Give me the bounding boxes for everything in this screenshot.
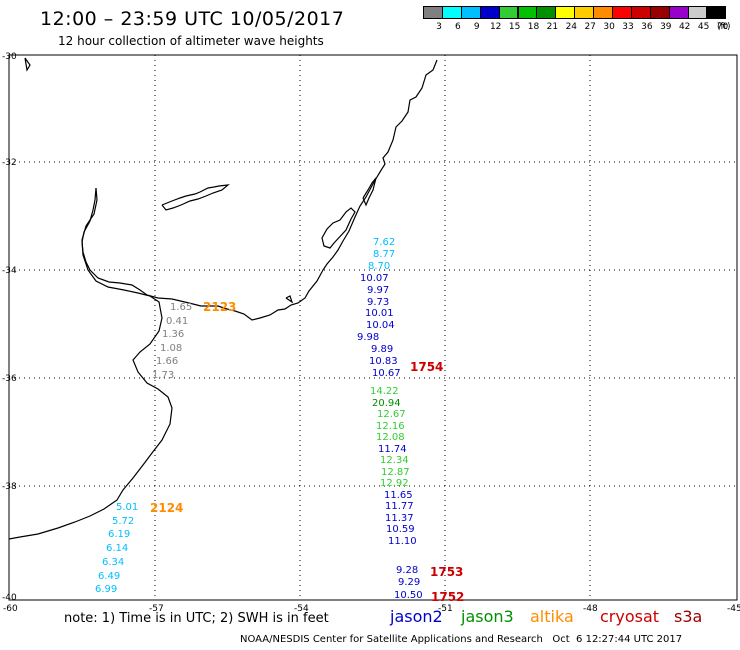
swh-value: 12.87 (381, 466, 410, 478)
swh-value: 12.16 (376, 420, 405, 432)
satellite-jason2: jason2 (390, 607, 443, 626)
satellite-s3a: s3a (674, 607, 703, 626)
swh-value: 7.62 (373, 237, 396, 248)
swh-value: 11.37 (385, 512, 414, 524)
swh-value: 11.74 (378, 443, 407, 455)
lon-tick-label: -48 (583, 604, 598, 614)
swh-value: 10.59 (386, 524, 415, 535)
coast-river (161, 184, 230, 211)
legend-label: 70 (716, 22, 729, 32)
swh-value: 14.22 (370, 386, 399, 397)
satellite-jason3: jason3 (461, 607, 514, 626)
swh-value: 6.99 (95, 584, 118, 596)
swh-value: 10.50 (394, 590, 423, 601)
swh-value: 8.77 (373, 248, 396, 260)
lat-tick-label: -32 (2, 158, 17, 168)
swh-value: 12.67 (377, 409, 406, 420)
lat-tick-label: -36 (2, 374, 17, 384)
coast-small-1 (24, 57, 31, 72)
map-frame (8, 54, 738, 601)
swh-value: 1.08 (160, 342, 183, 354)
legend-label: 3 (436, 22, 442, 32)
coast-brazil (81, 59, 438, 321)
coast-lagoon-patos (321, 207, 356, 249)
swh-value: 9.29 (398, 577, 421, 588)
legend-label: 24 (565, 22, 578, 32)
legend-label: 27 (584, 22, 596, 32)
legend-label: 21 (546, 22, 559, 32)
swh-value: 10.83 (369, 356, 398, 367)
swh-value: 12.34 (380, 455, 409, 466)
satellite-altika: altika (530, 607, 574, 626)
swh-value: 10.67 (372, 367, 401, 379)
swh-value: 9.73 (367, 296, 390, 308)
swh-value: 10.04 (366, 320, 395, 332)
swh-value: 5.72 (112, 515, 135, 527)
swh-value: 10.07 (360, 272, 389, 284)
page-subtitle: 12 hour collection of altimeter wave hei… (58, 34, 324, 48)
lat-tick-label: -30 (2, 52, 17, 62)
legend-label: 9 (473, 22, 480, 32)
footer-note: note: 1) Time is in UTC; 2) SWH is in fe… (64, 611, 329, 626)
swh-value: 0.41 (166, 315, 189, 327)
swh-value: 10.01 (365, 308, 394, 320)
swh-value: 9.28 (396, 565, 419, 576)
pass-time-label: 1754 (410, 360, 444, 374)
pass-time-label: 2123 (203, 300, 237, 314)
satellite-cryosat: cryosat (600, 607, 660, 626)
coast-uruguay-argentina (8, 187, 173, 540)
swh-value: 6.19 (108, 529, 131, 541)
swh-value: 9.98 (357, 332, 380, 344)
legend-label: 45 (697, 22, 710, 32)
swh-value: 6.34 (102, 556, 125, 568)
swh-value: 9.89 (371, 344, 394, 356)
swh-value: 11.65 (384, 489, 413, 501)
swh-value: 1.65 (170, 302, 193, 313)
swh-value: 1.73 (152, 370, 175, 381)
coast-lagoon-north (362, 177, 377, 207)
swh-value: 1.66 (156, 356, 179, 368)
swh-value: 11.10 (388, 535, 417, 547)
lon-tick-label: -45 (727, 604, 740, 614)
lon-tick-label: -51 (438, 604, 453, 614)
swh-value: 8.70 (368, 260, 391, 272)
legend-label: 42 (678, 22, 691, 32)
legend-label: 30 (603, 22, 615, 32)
pass-time-label: 2124 (150, 501, 184, 515)
lon-tick-label: -57 (149, 604, 164, 614)
swh-value: 6.49 (98, 570, 121, 582)
legend-label: 33 (622, 22, 634, 32)
legend-unit: (ft) (717, 22, 731, 32)
page-title: 12:00 – 23:59 UTC 10/05/2017 (40, 8, 345, 30)
swh-value: 12.92 (380, 478, 409, 489)
swh-value: 9.97 (367, 284, 390, 296)
lat-tick-label: -38 (2, 482, 17, 492)
lon-tick-label: -54 (294, 604, 309, 614)
swh-value: 6.14 (106, 543, 129, 555)
pass-time-label: 1752 (431, 590, 465, 604)
swh-value: 11.77 (385, 501, 414, 512)
lon-tick-label: -60 (3, 604, 18, 614)
coast-small-2 (285, 295, 294, 304)
legend-label: 12 (489, 22, 502, 32)
legend-label: 18 (527, 22, 540, 32)
legend-label: 39 (660, 22, 672, 32)
footer-credit: NOAA/NESDIS Center for Satellite Applica… (240, 634, 683, 645)
legend-label: 36 (641, 22, 653, 32)
legend-label: 6 (455, 22, 461, 32)
swh-value: 12.08 (376, 432, 405, 443)
legend-label: 15 (508, 22, 521, 32)
legend-swatch (706, 6, 727, 19)
swh-value: 5.01 (116, 502, 139, 513)
graticule (9, 55, 737, 600)
lat-tick-label: -40 (2, 593, 17, 603)
swh-value: 20.94 (372, 397, 401, 409)
pass-time-label: 1753 (430, 565, 464, 579)
lat-tick-label: -34 (2, 266, 17, 276)
coastline (8, 57, 438, 540)
swh-value: 1.36 (162, 329, 185, 341)
